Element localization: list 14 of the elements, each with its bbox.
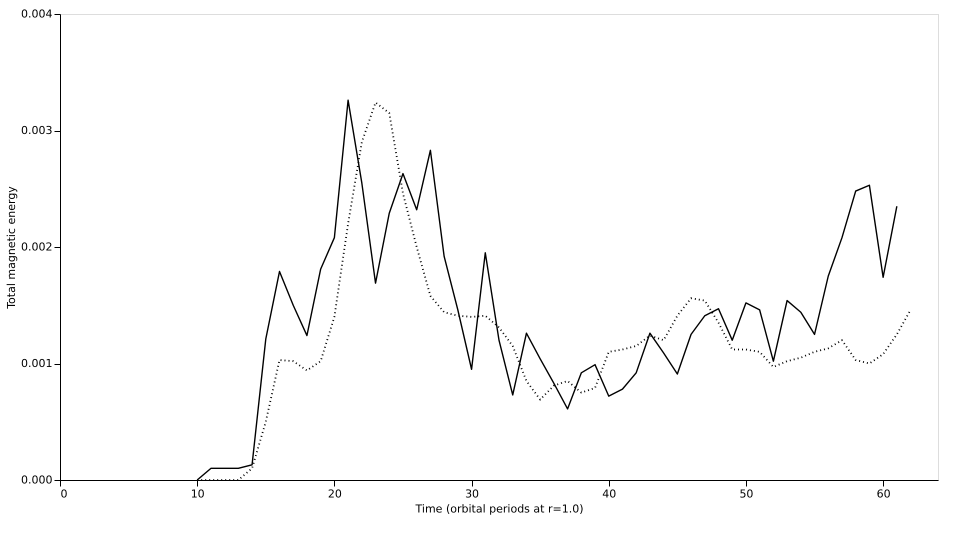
- x-tick-label: 30: [465, 488, 480, 500]
- x-tick-label: 60: [876, 488, 891, 500]
- y-axis-title: Total magnetic energy: [5, 186, 18, 310]
- x-tick-label: 20: [328, 488, 342, 500]
- y-tick-label: 0.004: [21, 8, 52, 20]
- y-tick-label: 0.000: [21, 474, 52, 486]
- y-tick-label: 0.001: [21, 357, 52, 370]
- x-axis-title: Time (orbital periods at r=1.0): [414, 502, 584, 516]
- x-tick-label: 10: [190, 488, 205, 500]
- x-tick-label: 50: [739, 488, 754, 500]
- x-tick-label: 40: [602, 488, 616, 500]
- x-tick-label: 0: [60, 488, 68, 500]
- y-tick-label: 0.002: [21, 240, 52, 254]
- y-tick-label: 0.003: [21, 124, 52, 137]
